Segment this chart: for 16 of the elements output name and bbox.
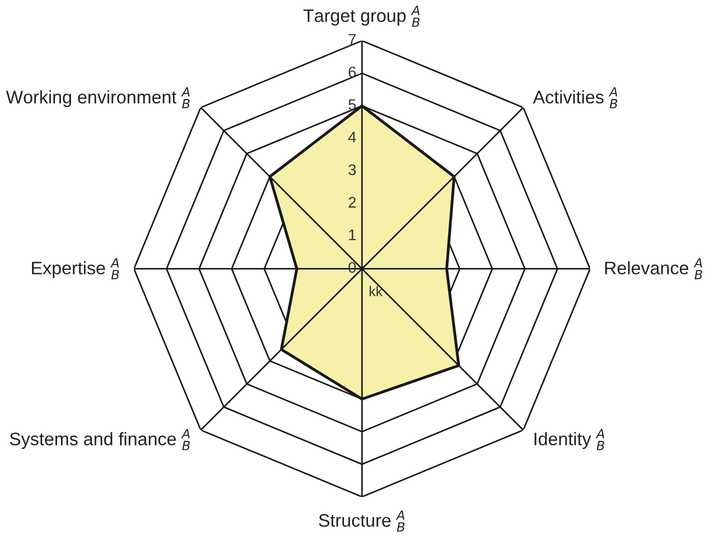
spoke-label: Expertise $^{A}$$_{B}$ [32, 258, 119, 280]
spoke-label: Activities $^{A}$$_{B}$ [532, 87, 618, 108]
y-tick-label: 7 [348, 34, 356, 45]
y-tick-label: 3 [348, 164, 356, 176]
spoke-label: Identity $^{A}$$_{B}$ [534, 429, 604, 450]
y-tick-label: 2 [348, 196, 356, 208]
spoke-label: Working environment $^{A}$$_{B}$ [6, 87, 190, 108]
y-tick-label: 5 [348, 99, 356, 110]
y-tick-label: 4 [348, 132, 356, 142]
y-tick-label: 6 [348, 66, 356, 78]
spoke-label: Target group $^{A}$$_{B}$ [303, 6, 420, 27]
spoke-label: Systems and finance $^{A}$$_{B}$ [10, 429, 190, 450]
spoke-label: Relevance $^{A}$$_{B}$ [605, 258, 702, 280]
spoke-label: Structure $^{A}$$_{B}$ [318, 510, 404, 532]
text: kk [370, 286, 383, 296]
y-tick-label: 1 [349, 230, 356, 240]
